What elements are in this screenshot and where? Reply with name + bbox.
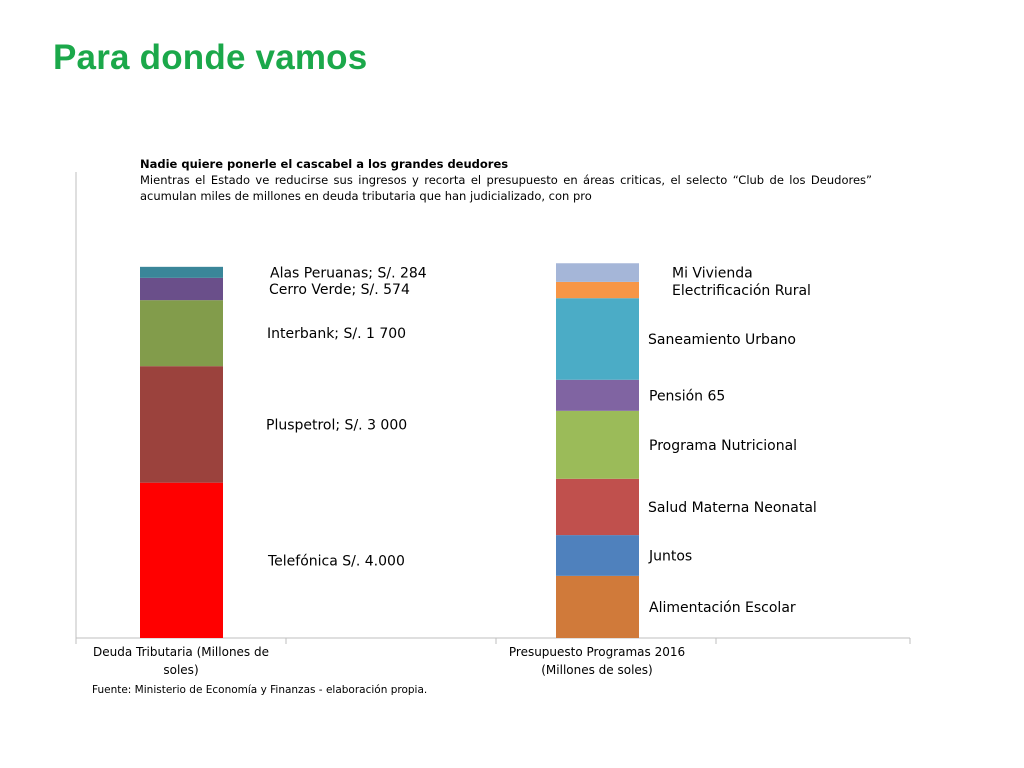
bar-segment-juntos	[556, 535, 639, 576]
bar-segment-pension-65	[556, 379, 639, 411]
category-labels: Deuda Tributaria (Millones de soles) Presu…	[93, 645, 685, 677]
segment-label-alimentacion-escolar: Alimentación Escolar	[649, 600, 796, 616]
segment-label-programa-nutricional: Programa Nutricional	[649, 438, 797, 454]
bar-segment-mi-vivienda	[556, 263, 639, 282]
bar-segment-saneamiento-urbano	[556, 298, 639, 380]
bar-segment-cerro-verde	[140, 277, 223, 301]
bar-segment-telefonica	[140, 482, 223, 638]
segment-label-saneamiento-urbano: Saneamiento Urbano	[648, 332, 796, 348]
segment-label-mi-vivienda: Mi Vivienda	[672, 266, 753, 282]
source-note: Fuente: Ministerio de Economía y Finanza…	[92, 684, 428, 696]
bar-segment-salud-materna-neonatal	[556, 478, 639, 536]
bar-segment-interbank	[140, 300, 223, 367]
bar-segment-electrificacion-rural	[556, 281, 639, 299]
bar-segment-alimentacion-escolar	[556, 575, 639, 638]
segment-label-alas-peruanas: Alas Peruanas; S/. 284	[270, 265, 427, 281]
segment-label-salud-materna-neonatal: Salud Materna Neonatal	[648, 500, 817, 516]
segment-label-interbank: Interbank; S/. 1 700	[267, 326, 406, 342]
segment-label-pluspetrol: Pluspetrol; S/. 3 000	[266, 417, 407, 433]
category-label-1: Deuda Tributaria (Millones de soles)	[93, 645, 269, 677]
description-body: Mientras el Estado ve reducirse sus ingr…	[140, 173, 872, 203]
segment-label-cerro-verde: Cerro Verde; S/. 574	[269, 282, 410, 298]
segment-label-pension-65: Pensión 65	[649, 388, 725, 404]
chart-description: Nadie quiere ponerle el cascabel a los g…	[140, 156, 872, 204]
description-heading: Nadie quiere ponerle el cascabel a los g…	[140, 157, 509, 171]
bar-segment-programa-nutricional	[556, 410, 639, 479]
segment-label-juntos: Juntos	[648, 548, 692, 564]
bar-segment-alas-peruanas	[140, 266, 223, 278]
bar-segment-pluspetrol	[140, 366, 223, 483]
category-label-2: Presupuesto Programas 2016 (Millones de s…	[509, 645, 685, 677]
chart-bars	[140, 263, 639, 638]
segment-labels: Telefónica S/. 4.000 Pluspetrol; S/. 3 00…	[266, 265, 817, 616]
segment-label-telefonica: Telefónica S/. 4.000	[267, 553, 405, 569]
segment-label-electrificacion-rural: Electrificación Rural	[672, 283, 811, 299]
slide-title: Para donde vamos	[53, 38, 368, 77]
